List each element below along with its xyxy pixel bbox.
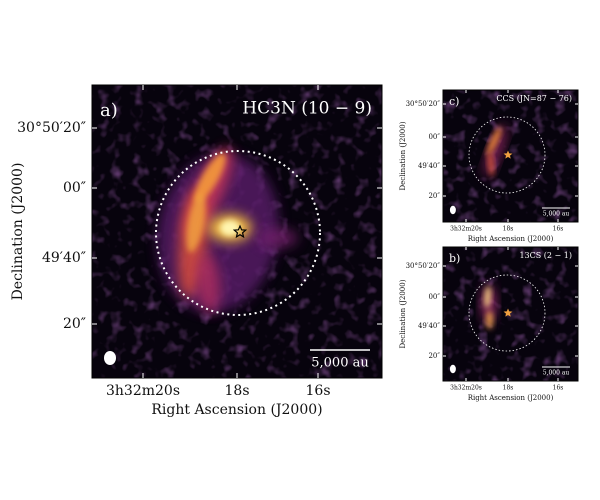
x-tick-label: 3h32m20s	[106, 383, 180, 399]
emission	[484, 285, 492, 308]
emission	[186, 193, 206, 253]
y-tick-label: 49′40″	[42, 250, 86, 266]
y-tick-label: 49′40″	[418, 162, 440, 170]
panel-label: c)	[449, 95, 459, 108]
field-of-view	[155, 150, 321, 316]
y-tick-label: 20″	[63, 316, 86, 332]
emission	[485, 310, 494, 330]
scale-bar-label: 5,000 au	[543, 211, 570, 218]
panel: 5,000 au c) CCS (JN=87 − 76) 30°50′20″ 00″ 49…	[399, 89, 579, 243]
x-tick-label: 3h32m20s	[450, 226, 482, 233]
x-tick-label: 16s	[553, 226, 564, 233]
map-image	[92, 85, 382, 378]
source-marker	[503, 150, 513, 159]
panel-label: b)	[449, 252, 460, 265]
y-tick-label: 00″	[428, 133, 440, 141]
y-tick-label: 30°50′20″	[406, 100, 441, 108]
y-tick-label: 20″	[428, 192, 440, 200]
map-image	[443, 247, 578, 381]
x-axis-label: Right Ascension (J2000)	[151, 402, 322, 418]
y-tick-label: 30°50′20″	[406, 262, 441, 270]
x-tick-label: 3h32m20s	[450, 385, 482, 392]
source-marker	[232, 224, 248, 239]
x-tick-label: 18s	[225, 383, 250, 399]
map-noise	[443, 247, 578, 381]
emission	[486, 126, 502, 156]
x-tick-label: 18s	[503, 385, 514, 392]
x-tick-label: 18s	[503, 226, 514, 233]
panel: 5,000 au b) 13CS (2 − 1) 30°50′20″ 00″ 49′40″…	[399, 246, 579, 402]
emission	[487, 152, 494, 177]
x-tick-label: 16s	[306, 383, 331, 399]
line-label: HC3N (10 − 9)	[242, 99, 372, 119]
emission	[194, 153, 226, 203]
beam	[449, 364, 456, 374]
scale-bar-label: 5,000 au	[311, 356, 368, 371]
emission	[195, 253, 221, 313]
y-tick-label: 20″	[428, 352, 440, 360]
emission	[258, 228, 298, 248]
y-axis-label: Declination (J2000)	[399, 121, 407, 190]
y-tick-label: 00″	[428, 293, 440, 301]
y-tick-label: 49′40″	[418, 322, 440, 330]
panel: 5,000 au a) HC3N (10 − 9) 30°50′20″ 00″ 49′40…	[10, 84, 383, 418]
y-tick-label: 30°50′20″	[17, 120, 86, 136]
panel-label: a)	[100, 100, 118, 121]
field-of-view	[468, 116, 546, 194]
x-axis-label: Right Ascension (J2000)	[468, 394, 554, 402]
scale-bar-label: 5,000 au	[543, 370, 570, 377]
frame	[442, 89, 579, 223]
beam	[449, 205, 456, 215]
frame	[442, 246, 579, 382]
field-of-view	[468, 274, 546, 352]
y-axis-label: Declination (J2000)	[399, 279, 407, 348]
y-tick-label: 00″	[63, 180, 86, 196]
line-label: 13CS (2 − 1)	[519, 251, 572, 260]
x-axis-label: Right Ascension (J2000)	[468, 235, 554, 243]
map-image	[443, 90, 578, 222]
map-noise	[443, 90, 578, 222]
beam	[104, 351, 116, 365]
line-label: CCS (JN=87 − 76)	[496, 94, 572, 103]
source-marker	[503, 308, 513, 317]
y-axis-label: Declination (J2000)	[10, 163, 26, 301]
x-tick-label: 16s	[553, 385, 564, 392]
emission	[220, 220, 240, 236]
